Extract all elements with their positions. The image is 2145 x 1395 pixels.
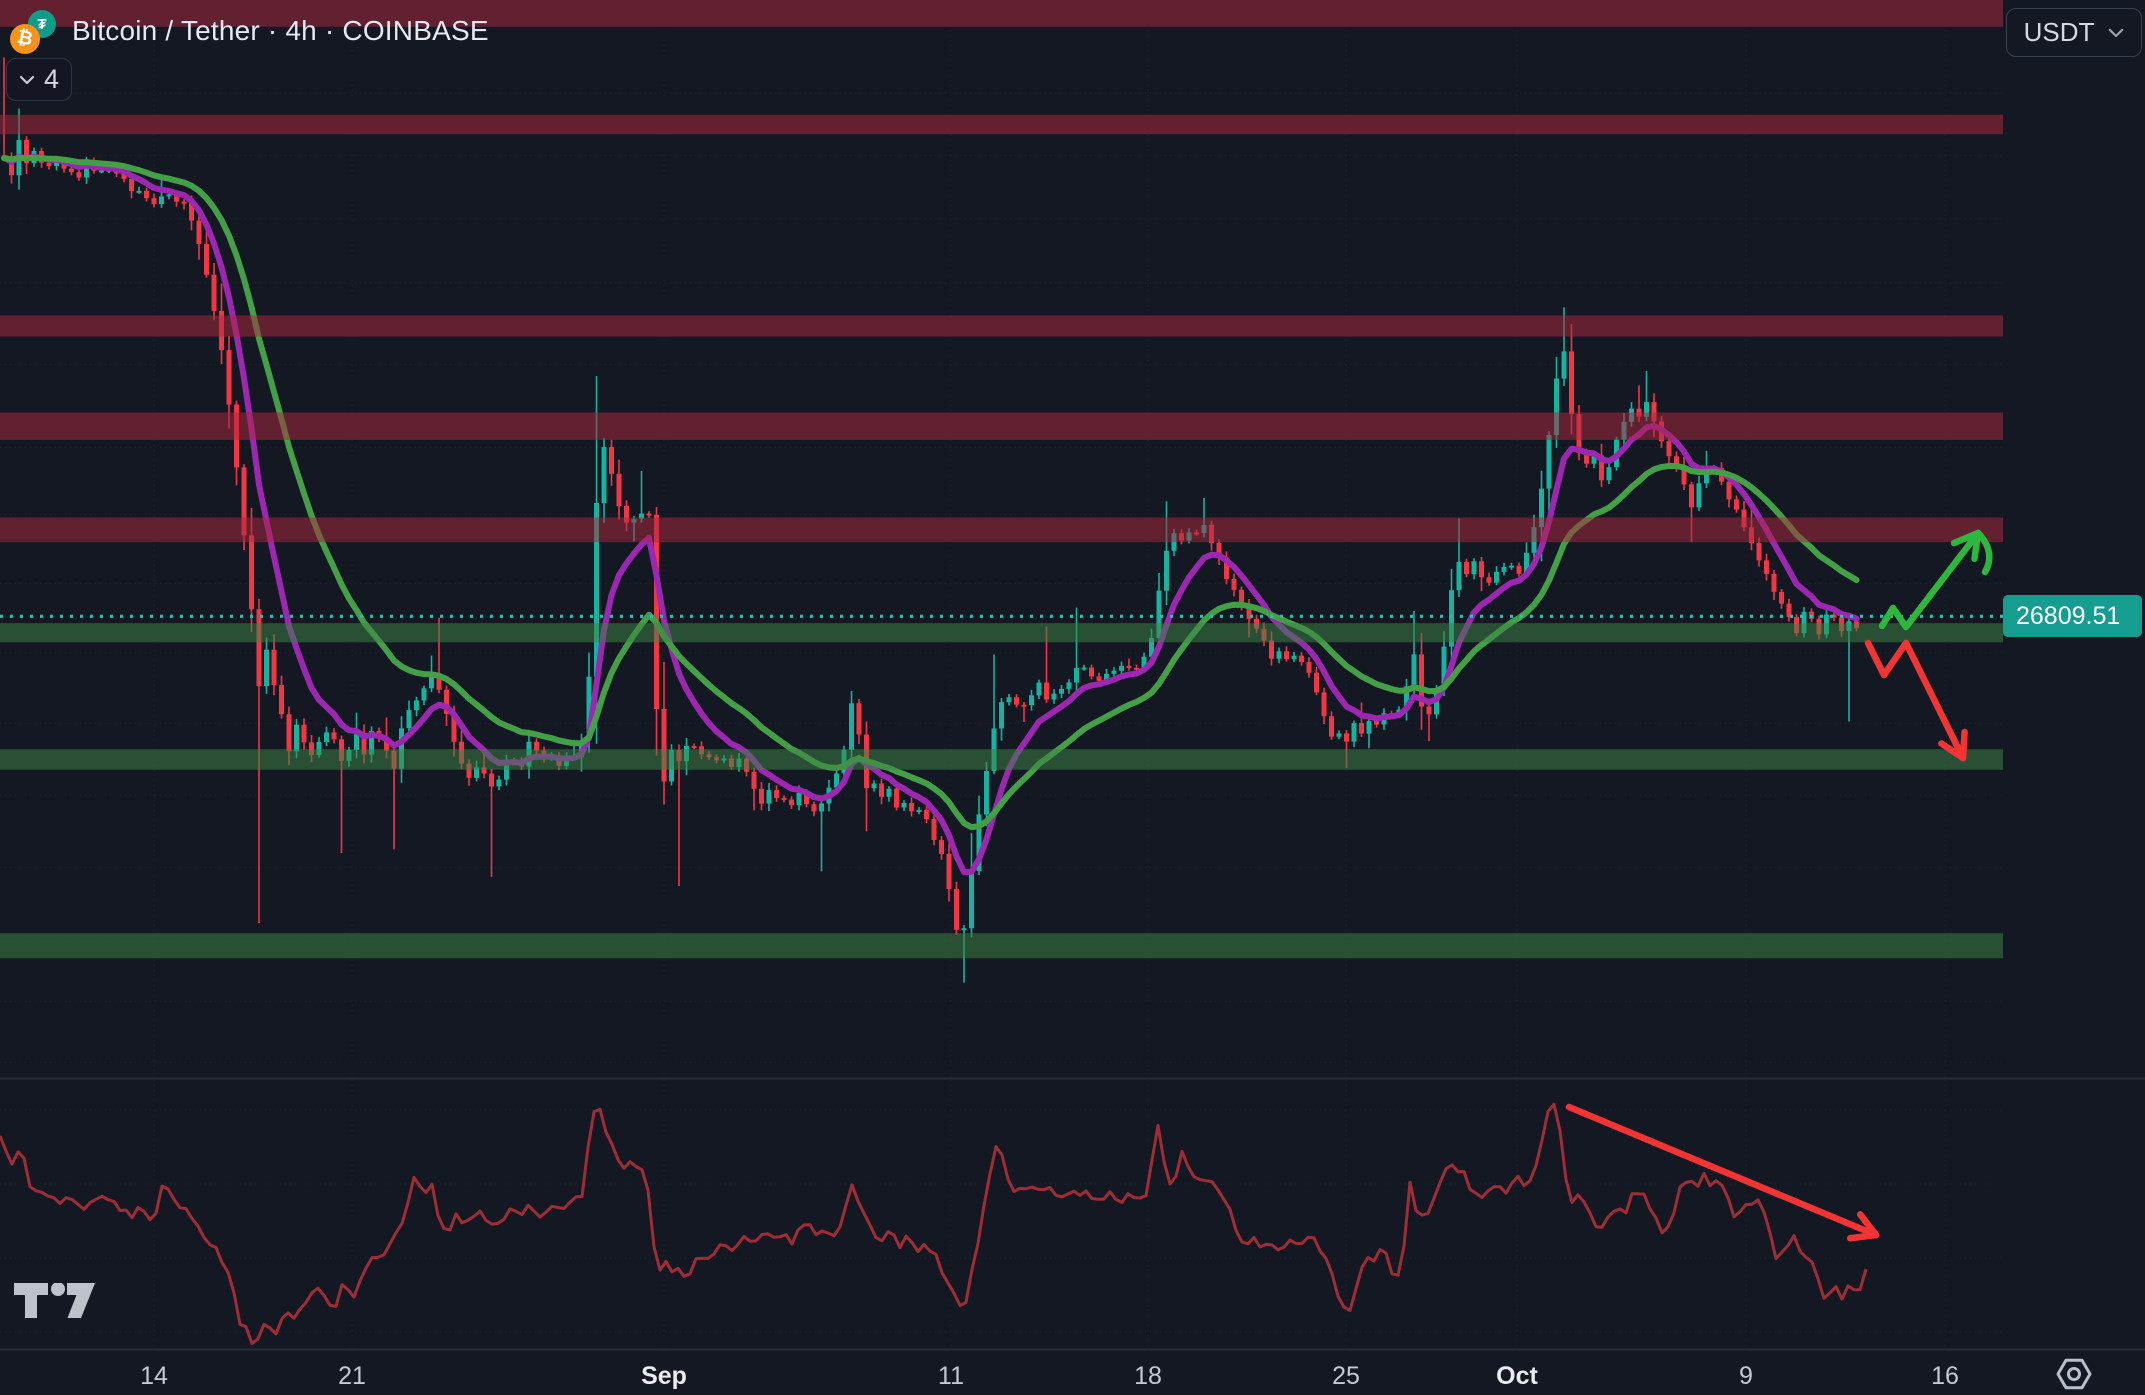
gridlines <box>0 0 2003 1348</box>
resistance-zone <box>0 517 2003 543</box>
quote-currency-dropdown[interactable]: USDT <box>2006 8 2142 57</box>
symbol-logo-pair: ₮ ₿ <box>10 6 60 56</box>
rsi-pane <box>0 1102 1868 1346</box>
symbol-header: ₮ ₿ Bitcoin / Tether · 4h · COINBASE <box>10 6 489 56</box>
time-tick-label: 9 <box>1739 1362 1753 1390</box>
resistance-zone <box>0 315 2003 337</box>
main-pane <box>0 0 2003 983</box>
support-zone <box>0 749 2003 770</box>
current-price-label: 26809.51 <box>2003 595 2142 638</box>
tradingview-logo-icon[interactable] <box>14 1283 102 1319</box>
symbol-title[interactable]: Bitcoin / Tether · 4h · COINBASE <box>72 15 489 46</box>
interval-collapse-button[interactable]: 4 <box>6 58 72 101</box>
time-tick-label: Sep <box>641 1362 687 1390</box>
bitcoin-logo-icon: ₿ <box>10 24 40 54</box>
settings-button[interactable] <box>2052 1352 2096 1395</box>
quote-currency-label: USDT <box>2023 17 2095 47</box>
time-tick-label: 11 <box>938 1362 964 1390</box>
supply-demand-zones <box>0 0 2003 959</box>
time-tick-label: 14 <box>140 1362 168 1390</box>
chevron-down-icon <box>2109 28 2124 37</box>
time-tick-label: 18 <box>1134 1362 1162 1390</box>
gear-icon <box>2056 1358 2092 1390</box>
resistance-zone <box>0 412 2003 440</box>
support-zone <box>0 933 2003 959</box>
bullish-projection-arrow[interactable] <box>1878 529 1993 631</box>
chevron-down-icon <box>19 75 35 84</box>
time-tick-label: 16 <box>1931 1362 1959 1390</box>
bearish-projection-arrow[interactable] <box>1864 639 1968 762</box>
rsi-line <box>0 1102 1868 1346</box>
time-tick-label: 21 <box>338 1362 366 1390</box>
time-axis[interactable]: 14 21 Sep 11 18 25 Oct 9 16 <box>0 1350 2145 1395</box>
price-axis[interactable]: 30000.0029600.0029200.0028800.0028300.00… <box>2003 0 2145 1348</box>
support-zone <box>0 623 2003 643</box>
rsi-downtrend-arrow[interactable] <box>1565 1103 1880 1242</box>
resistance-zone <box>0 0 2003 27</box>
time-tick-label: 25 <box>1332 1362 1360 1390</box>
slow-ema <box>1 154 1860 831</box>
interval-value: 4 <box>43 64 60 94</box>
time-tick-label: Oct <box>1496 1362 1538 1390</box>
resistance-zone <box>0 114 2003 135</box>
